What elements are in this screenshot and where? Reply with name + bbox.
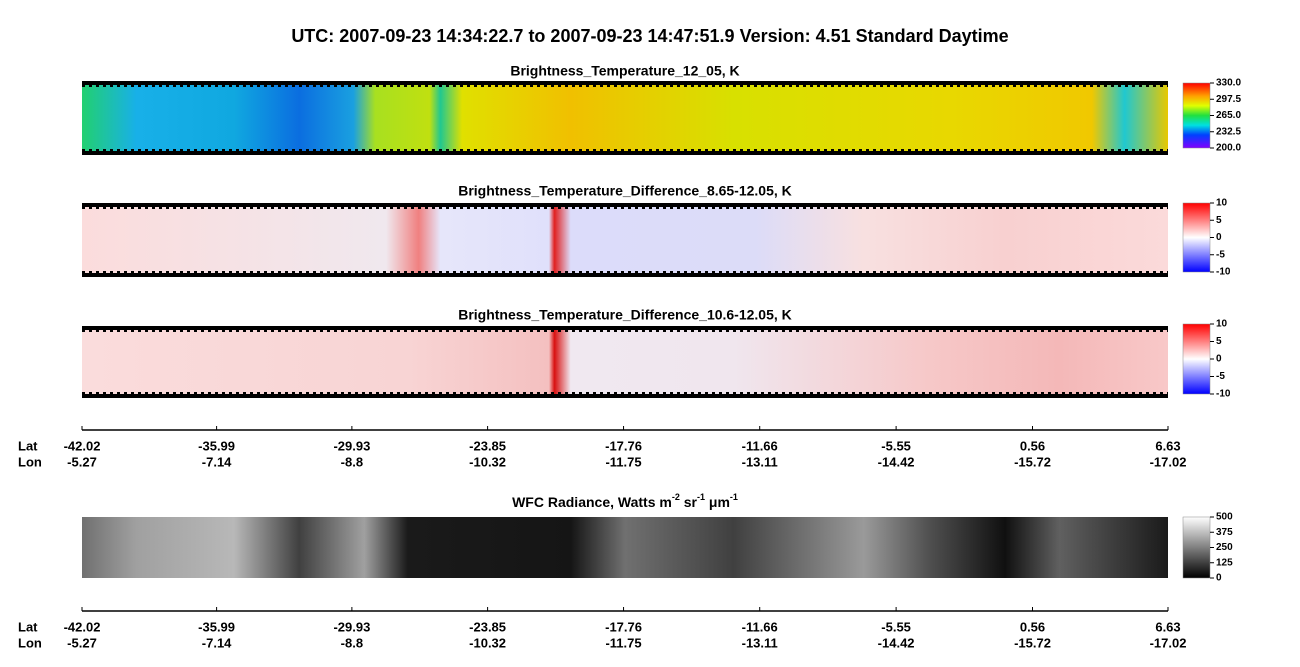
lon-value: -13.11: [742, 635, 778, 650]
colorbar-tick-label: 297.5: [1216, 94, 1241, 105]
lat-value: -23.85: [469, 438, 506, 453]
colorbar-tick-label: 0: [1216, 573, 1222, 584]
lon-value: -7.14: [202, 635, 232, 650]
lon-value: -8.8: [341, 454, 363, 469]
lat-value: -11.66: [742, 619, 778, 634]
title-part: sr: [680, 494, 698, 510]
lon-value: -10.32: [469, 635, 506, 650]
lat-value: -42.02: [64, 619, 101, 634]
lat-value: -29.93: [333, 619, 370, 634]
lat-value: -5.55: [881, 619, 911, 634]
lat-value: -11.66: [742, 438, 778, 453]
colorbar-tick-label: 232.5: [1216, 126, 1241, 137]
colorbar-tick-label: 125: [1216, 557, 1233, 568]
lat-value: 6.63: [1155, 619, 1180, 634]
colorbar-tick-label: 10: [1216, 319, 1228, 330]
lat-value: -5.55: [881, 438, 911, 453]
lon-label: Lon: [18, 454, 42, 469]
lat-value: 0.56: [1020, 619, 1045, 634]
lat-value: -35.99: [198, 619, 235, 634]
colorbar-tick-label: 5: [1216, 215, 1222, 226]
lat-label: Lat: [18, 438, 38, 453]
colorbar-tick-label: 200.0: [1216, 143, 1241, 154]
lon-value: -15.72: [1014, 635, 1051, 650]
lon-value: -5.27: [67, 635, 97, 650]
lat-label: Lat: [18, 619, 38, 634]
lat-value: -42.02: [64, 438, 101, 453]
colorbar-tick-label: 0: [1216, 354, 1222, 365]
title-part: -2: [672, 492, 680, 502]
colorbar: [1182, 323, 1211, 395]
colorbar-tick-label: 5: [1216, 336, 1222, 347]
image-panel: [82, 205, 1168, 275]
lat-value: -29.93: [333, 438, 370, 453]
lon-value: -15.72: [1014, 454, 1051, 469]
colorbar-tick-label: 330.0: [1216, 78, 1241, 89]
lon-value: -14.42: [878, 635, 915, 650]
panel-title: WFC Radiance, Watts m-2 sr-1 μm-1: [512, 492, 738, 509]
lon-value: -14.42: [878, 454, 915, 469]
title-part: μm: [705, 494, 730, 510]
colorbar-tick-label: 375: [1216, 527, 1233, 538]
colorbar-tick-label: -10: [1216, 389, 1231, 400]
colorbar-tick-label: -5: [1216, 249, 1225, 260]
lon-value: -11.75: [605, 635, 641, 650]
colorbar-tick-label: -5: [1216, 371, 1225, 382]
colorbar: [1182, 516, 1211, 579]
lat-value: -17.76: [605, 619, 642, 634]
colorbar-tick-label: 0: [1216, 232, 1222, 243]
colorbar: [1182, 202, 1211, 273]
lon-label: Lon: [18, 635, 42, 650]
lat-value: -23.85: [469, 619, 506, 634]
panel-title: Brightness_Temperature_12_05, K: [510, 63, 739, 79]
image-panel: [82, 328, 1168, 396]
lon-value: -17.02: [1150, 454, 1187, 469]
colorbar-tick-label: 265.0: [1216, 110, 1241, 121]
lon-value: -5.27: [67, 454, 97, 469]
image-panel: [82, 517, 1168, 578]
colorbar-tick-label: 500: [1216, 512, 1233, 523]
colorbar-tick-label: 250: [1216, 542, 1233, 553]
lat-value: 6.63: [1155, 438, 1180, 453]
title-part: WFC Radiance, Watts m: [512, 494, 672, 510]
panel-title: Brightness_Temperature_Difference_10.6-1…: [458, 307, 792, 323]
lon-value: -11.75: [605, 454, 641, 469]
colorbar-tick-label: -10: [1216, 267, 1231, 278]
lon-value: -8.8: [341, 635, 363, 650]
image-panel: [82, 83, 1168, 153]
colorbar-tick-label: 10: [1216, 198, 1228, 209]
lon-value: -17.02: [1150, 635, 1187, 650]
title-part: -1: [730, 492, 738, 502]
colorbar: [1182, 82, 1211, 149]
lon-value: -10.32: [469, 454, 506, 469]
panel-title: Brightness_Temperature_Difference_8.65-1…: [458, 183, 792, 199]
lon-value: -7.14: [202, 454, 232, 469]
title-part: -1: [697, 492, 705, 502]
lat-value: -35.99: [198, 438, 235, 453]
lon-value: -13.11: [742, 454, 778, 469]
page-title: UTC: 2007-09-23 14:34:22.7 to 2007-09-23…: [291, 26, 1008, 46]
lat-value: -17.76: [605, 438, 642, 453]
lat-value: 0.56: [1020, 438, 1045, 453]
